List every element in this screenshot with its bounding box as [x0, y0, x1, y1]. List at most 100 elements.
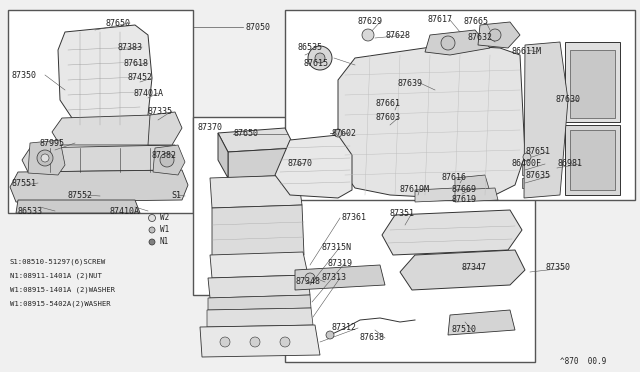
Bar	[35, 176, 45, 184]
Text: 87510: 87510	[452, 326, 477, 334]
Text: 87552: 87552	[67, 192, 92, 201]
Circle shape	[523, 153, 531, 161]
Polygon shape	[58, 25, 152, 130]
Text: 87050: 87050	[245, 22, 270, 32]
Circle shape	[220, 337, 230, 347]
Text: 87617: 87617	[428, 16, 453, 25]
Bar	[570, 50, 615, 118]
Polygon shape	[415, 188, 460, 202]
Circle shape	[149, 227, 155, 233]
Text: 87616: 87616	[442, 173, 467, 183]
Polygon shape	[52, 115, 158, 145]
Text: 87312: 87312	[332, 324, 357, 333]
Polygon shape	[208, 275, 310, 298]
Text: 87350: 87350	[12, 71, 37, 80]
Text: N1:08911-1401A (2)NUT: N1:08911-1401A (2)NUT	[10, 273, 102, 279]
Text: 87313: 87313	[322, 273, 347, 282]
Polygon shape	[218, 128, 295, 152]
Bar	[285, 10, 635, 200]
Circle shape	[334, 129, 342, 137]
Circle shape	[326, 331, 334, 339]
Polygon shape	[28, 140, 65, 175]
Circle shape	[308, 46, 332, 70]
Bar	[8, 10, 193, 213]
Text: 87351: 87351	[390, 208, 415, 218]
Text: 87635: 87635	[525, 171, 550, 180]
Text: N1: N1	[160, 237, 169, 247]
Bar	[95, 176, 105, 184]
Circle shape	[148, 215, 156, 221]
Text: 87315N: 87315N	[322, 243, 352, 251]
Text: ^870  00.9: ^870 00.9	[560, 357, 606, 366]
Text: 87350: 87350	[545, 263, 570, 273]
Circle shape	[305, 273, 315, 283]
Text: 87615: 87615	[304, 58, 329, 67]
Text: 87619: 87619	[452, 195, 477, 203]
Text: 87383: 87383	[118, 42, 143, 51]
Circle shape	[315, 53, 325, 63]
Polygon shape	[210, 252, 308, 278]
Text: 87410A: 87410A	[110, 206, 140, 215]
Polygon shape	[148, 112, 182, 145]
Text: 87347: 87347	[462, 263, 487, 273]
Circle shape	[489, 29, 501, 41]
Text: 86533: 86533	[18, 206, 43, 215]
Polygon shape	[22, 145, 182, 172]
Text: 87632: 87632	[468, 33, 493, 42]
Polygon shape	[10, 170, 188, 202]
Text: W2: W2	[160, 214, 169, 222]
Text: 86535: 86535	[298, 44, 323, 52]
Text: W1:08915-1401A (2)WASHER: W1:08915-1401A (2)WASHER	[10, 287, 115, 293]
Text: 87630: 87630	[556, 96, 581, 105]
Polygon shape	[382, 210, 522, 255]
Polygon shape	[212, 205, 304, 258]
Text: 87603: 87603	[376, 113, 401, 122]
Text: 87639: 87639	[398, 78, 423, 87]
Circle shape	[441, 36, 455, 50]
Text: 87602: 87602	[332, 128, 357, 138]
Polygon shape	[16, 200, 140, 213]
Polygon shape	[208, 295, 311, 310]
Text: 87452: 87452	[128, 74, 153, 83]
Circle shape	[41, 154, 49, 162]
Text: 87661: 87661	[376, 99, 401, 108]
Bar	[125, 176, 135, 184]
Polygon shape	[228, 148, 295, 178]
Polygon shape	[295, 265, 385, 290]
Polygon shape	[478, 22, 520, 48]
Text: S1: S1	[171, 192, 181, 201]
Bar	[565, 42, 620, 122]
Polygon shape	[425, 30, 490, 55]
Bar	[565, 125, 620, 195]
Polygon shape	[338, 45, 525, 198]
Bar	[522, 165, 552, 175]
Bar	[155, 176, 165, 184]
Text: 86611M: 86611M	[511, 48, 541, 57]
Bar	[522, 178, 550, 188]
Text: 87650: 87650	[105, 19, 130, 28]
Text: S1:08510-51297(6)SCREW: S1:08510-51297(6)SCREW	[10, 259, 106, 265]
Circle shape	[250, 337, 260, 347]
Polygon shape	[210, 175, 302, 208]
Text: 87370: 87370	[198, 122, 223, 131]
Circle shape	[37, 150, 53, 166]
Text: W1: W1	[160, 225, 169, 234]
Bar	[430, 88, 465, 128]
Text: 87628: 87628	[385, 31, 410, 39]
Text: 87638: 87638	[360, 334, 385, 343]
Text: 87665: 87665	[464, 17, 489, 26]
Text: 87335: 87335	[148, 106, 173, 115]
Text: 87319: 87319	[328, 259, 353, 267]
Bar	[285, 195, 535, 362]
Text: 87651: 87651	[525, 148, 550, 157]
Polygon shape	[448, 310, 515, 335]
Polygon shape	[455, 175, 490, 195]
Polygon shape	[207, 308, 313, 327]
Text: 87551: 87551	[12, 179, 37, 187]
Bar	[65, 176, 75, 184]
Text: 86400F: 86400F	[512, 160, 542, 169]
Text: 87629: 87629	[358, 17, 383, 26]
Bar	[193, 117, 395, 295]
Polygon shape	[200, 325, 320, 357]
Bar	[570, 130, 615, 190]
